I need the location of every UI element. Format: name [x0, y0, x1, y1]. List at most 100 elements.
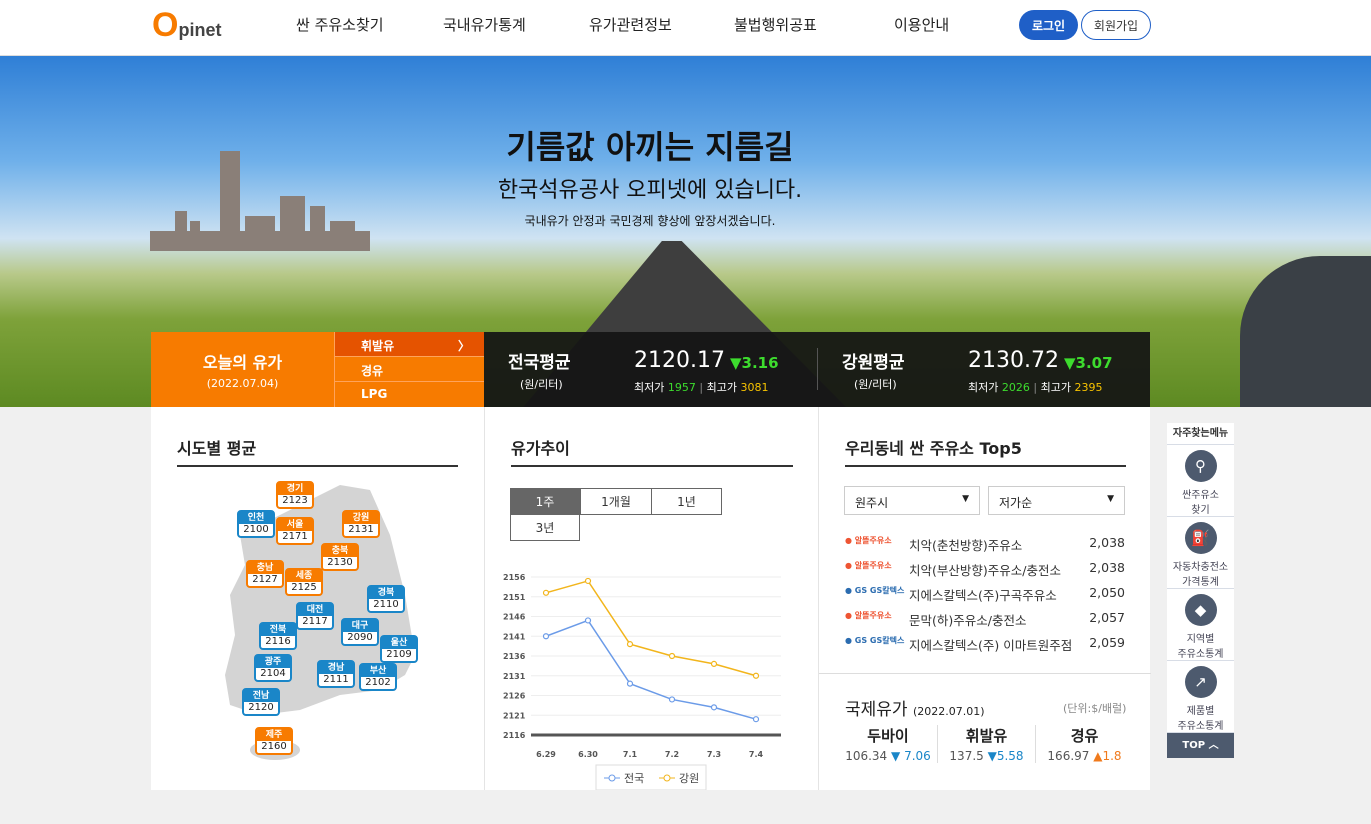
intl-name: 경유 — [1070, 727, 1099, 745]
legend-label: 강원 — [679, 772, 699, 785]
fuel-tab-diesel[interactable]: 경유 — [334, 357, 484, 382]
station-row[interactable]: ● GS GS칼텍스 지에스칼텍스(주)구곡주유소 2,050 — [845, 585, 1125, 610]
region-name: 충북 — [323, 545, 357, 557]
nav-guide[interactable]: 이용안내 — [894, 16, 950, 34]
intl-price-item: 경유 166.97 ▲1.8 — [1035, 725, 1133, 763]
region-value: 2100 — [243, 524, 269, 535]
region-label-4[interactable]: 충북 2130 — [321, 543, 359, 571]
intl-unit: (단위:$/배럴) — [1063, 702, 1127, 715]
quick-menu-item[interactable]: ↗ 제품별 주유소통계 — [1167, 661, 1234, 733]
region-name: 광주 — [256, 656, 290, 668]
korea-map-icon: ◆ — [1184, 594, 1217, 626]
signup-button[interactable]: 회원가입 — [1081, 10, 1151, 40]
fuel-tab-lpg[interactable]: LPG — [334, 382, 484, 407]
data-point — [626, 680, 634, 687]
region-name: 서울 — [278, 519, 312, 531]
fuel-label: 휘발유 — [361, 339, 395, 353]
divider — [845, 465, 1126, 467]
region-value: 2123 — [282, 495, 308, 506]
region-name: 강원 — [344, 512, 378, 524]
y-tick-label: 2151 — [503, 593, 526, 602]
y-tick-label: 2131 — [503, 672, 526, 681]
region-value: 2130 — [327, 557, 353, 568]
gs-caltex-logo: ● GS GS칼텍스 — [845, 586, 905, 595]
nav-domestic-stats[interactable]: 국내유가통계 — [443, 16, 526, 34]
region-value: 2117 — [302, 616, 328, 627]
gs-caltex-logo: ● GS GS칼텍스 — [845, 636, 905, 645]
series-line-전국 — [545, 619, 757, 720]
region-name: 제주 — [257, 729, 291, 741]
tab-1year[interactable]: 1년 — [651, 488, 722, 515]
quick-menu-item[interactable]: ⚲ 싼주유소 찾기 — [1167, 445, 1234, 517]
quick-menu-item[interactable]: ◆ 지역별 주유소통계 — [1167, 589, 1234, 661]
station-row[interactable]: ● GS GS칼텍스 지에스칼텍스(주) 이마트원주점 2,059 — [845, 635, 1125, 660]
region-label-5[interactable]: 충남 2127 — [246, 560, 284, 588]
region-name: 경남 — [319, 662, 353, 674]
station-price: 2,038 — [1089, 535, 1125, 550]
region-label-8[interactable]: 대전 2117 — [296, 602, 334, 630]
fuel-tab-gasoline[interactable]: 휘발유 〉 — [334, 332, 484, 357]
intl-price: 106.34 ▼ 7.06 — [845, 749, 931, 763]
today-price-title: 오늘의 유가 (2022.07.04) — [151, 332, 334, 407]
nav-price-info[interactable]: 유가관련정보 — [589, 16, 672, 34]
x-tick-label: 6.30 — [578, 750, 598, 759]
chart-icon: ↗ — [1184, 666, 1217, 698]
region-label-11[interactable]: 울산 2109 — [380, 635, 418, 663]
today-price-bar: 오늘의 유가 (2022.07.04) 휘발유 〉 경유 LPG 전국평균 (원/… — [151, 332, 1150, 407]
region-name: 울산 — [382, 637, 416, 649]
region-label-9[interactable]: 전북 2116 — [259, 622, 297, 650]
hero-description: 국내유가 안정과 국민경제 향상에 앞장서겠습니다. — [524, 214, 776, 228]
data-point — [752, 716, 760, 723]
region-label-7[interactable]: 경북 2110 — [367, 585, 405, 613]
station-row[interactable]: ● 알뜰주유소 문막(하)주유소/충전소 2,057 — [845, 610, 1125, 635]
pin-icon: ⚲ — [1184, 450, 1217, 482]
top-button[interactable]: TOP ︿ — [1167, 733, 1234, 758]
region-change: ▼3.07 — [1064, 354, 1113, 372]
login-button[interactable]: 로그인 — [1019, 10, 1078, 40]
region-label-6[interactable]: 세종 2125 — [285, 568, 323, 596]
station-name: 치악(춘천방향)주유소 — [909, 538, 1023, 553]
region-label-10[interactable]: 대구 2090 — [341, 618, 379, 646]
intl-name: 두바이 — [867, 727, 909, 745]
station-name: 지에스칼텍스(주) 이마트원주점 — [909, 638, 1073, 653]
region-value: 2120 — [248, 702, 274, 713]
region-label-13[interactable]: 경남 2111 — [317, 660, 355, 688]
data-point — [710, 704, 718, 711]
data-point — [542, 633, 550, 640]
region-label-1[interactable]: 인천 2100 — [237, 510, 275, 538]
national-unit: (원/리터) — [520, 378, 563, 391]
region-label-15[interactable]: 전남 2120 — [242, 688, 280, 716]
y-tick-label: 2136 — [503, 652, 526, 661]
logo[interactable]: Opinet — [152, 6, 222, 44]
quick-menu-item[interactable]: ⛽ 자동차충전소 가격통계 — [1167, 517, 1234, 589]
tab-3years[interactable]: 3년 — [510, 514, 580, 541]
station-row[interactable]: ● 알뜰주유소 치악(춘천방향)주유소 2,038 — [845, 535, 1125, 560]
region-value: 2102 — [365, 677, 391, 688]
region-label-12[interactable]: 광주 2104 — [254, 654, 292, 682]
tab-1week[interactable]: 1주 — [510, 488, 580, 515]
region-label-0[interactable]: 경기 2123 — [276, 481, 314, 509]
region-label-3[interactable]: 강원 2131 — [342, 510, 380, 538]
station-row[interactable]: ● 알뜰주유소 치악(부산방향)주유소/충전소 2,038 — [845, 560, 1125, 585]
panel-title: 시도별 평균 — [177, 439, 257, 458]
car-image — [1240, 256, 1371, 407]
fuel-type-tabs: 휘발유 〉 경유 LPG — [334, 332, 484, 407]
quick-menu-title: 자주찾는메뉴 — [1167, 423, 1234, 445]
city-select[interactable]: 원주시 ▼ — [844, 486, 980, 515]
top5-panel: 우리동네 싼 주유소 Top5 원주시 ▼ 저가순 ▼ ● 알뜰주유소 치악(춘천방향… — [818, 407, 1151, 790]
region-label-2[interactable]: 서울 2171 — [276, 517, 314, 545]
data-point — [542, 589, 550, 596]
region-name: 인천 — [239, 512, 273, 524]
sort-select[interactable]: 저가순 ▼ — [988, 486, 1125, 515]
tab-1month[interactable]: 1개월 — [580, 488, 652, 515]
national-minmax: 최저가 1957 | 최고가 3081 — [634, 381, 769, 394]
sido-average-panel: 시도별 평균 경기 2123 인천 2100 서울 2171 강원 2131 충북 2130 충남 2… — [151, 407, 484, 790]
region-label-16[interactable]: 제주 2160 — [255, 727, 293, 755]
nav-violations[interactable]: 불법행위공표 — [734, 16, 817, 34]
x-tick-label: 7.3 — [707, 750, 721, 759]
legend-marker — [608, 774, 616, 782]
nav-cheap-station[interactable]: 싼 주유소찾기 — [296, 16, 384, 34]
intl-price: 166.97 ▲1.8 — [1047, 749, 1122, 763]
region-label-14[interactable]: 부산 2102 — [359, 663, 397, 691]
region-name: 전북 — [261, 624, 295, 636]
